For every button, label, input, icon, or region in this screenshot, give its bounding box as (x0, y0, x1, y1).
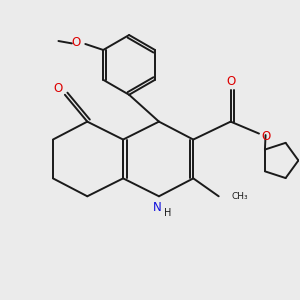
Text: H: H (164, 208, 172, 218)
Text: O: O (226, 75, 235, 88)
Text: O: O (72, 36, 81, 49)
Text: O: O (54, 82, 63, 95)
Text: CH₃: CH₃ (231, 192, 248, 201)
Text: N: N (153, 201, 162, 214)
Text: O: O (261, 130, 270, 143)
